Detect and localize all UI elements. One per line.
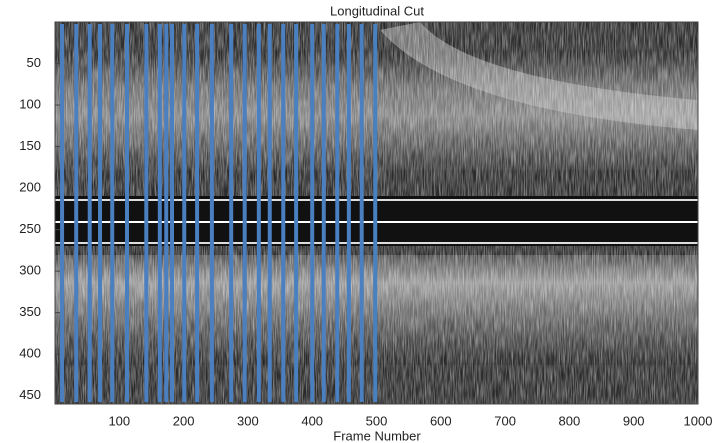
y-tick-label: 300 xyxy=(19,263,41,278)
y-tick-label: 450 xyxy=(19,387,41,402)
x-tick-label: 600 xyxy=(430,413,452,428)
x-tick-label: 400 xyxy=(301,413,323,428)
x-tick-label: 800 xyxy=(559,413,581,428)
y-tick-label: 350 xyxy=(19,304,41,319)
y-tick-label: 150 xyxy=(19,138,41,153)
y-tick-label: 400 xyxy=(19,346,41,361)
y-tick-label: 250 xyxy=(19,221,41,236)
x-tick-label: 500 xyxy=(366,413,388,428)
x-tick-label: 100 xyxy=(108,413,130,428)
x-tick-label: 200 xyxy=(173,413,195,428)
x-tick-label: 900 xyxy=(623,413,645,428)
y-tick-label: 200 xyxy=(19,180,41,195)
y-tick-label: 50 xyxy=(27,55,41,70)
chart-title: Longitudinal Cut xyxy=(330,3,424,18)
y-tick-label: 100 xyxy=(19,96,41,111)
x-tick-label: 700 xyxy=(494,413,516,428)
x-axis-label: Frame Number xyxy=(333,428,421,443)
x-tick-label: 1000 xyxy=(684,413,713,428)
x-tick-label: 300 xyxy=(237,413,259,428)
